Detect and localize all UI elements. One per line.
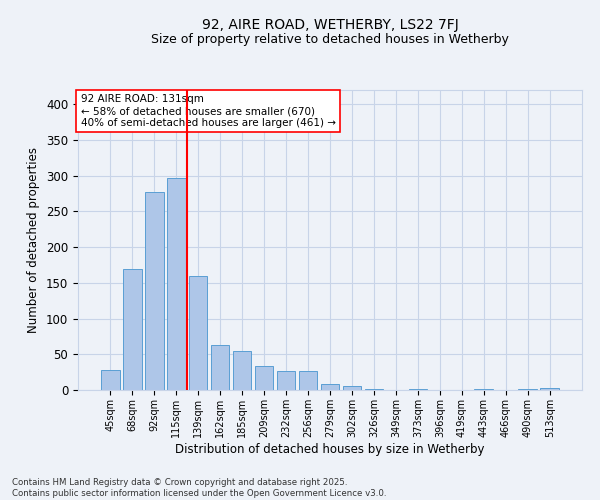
Y-axis label: Number of detached properties: Number of detached properties xyxy=(28,147,40,333)
Bar xyxy=(320,384,340,390)
Text: Contains HM Land Registry data © Crown copyright and database right 2025.
Contai: Contains HM Land Registry data © Crown c… xyxy=(12,478,386,498)
Bar xyxy=(343,386,361,390)
Bar xyxy=(123,268,142,390)
Bar xyxy=(475,388,493,390)
Bar xyxy=(233,352,251,390)
Bar xyxy=(365,388,383,390)
Bar xyxy=(211,345,229,390)
Text: 92 AIRE ROAD: 131sqm
← 58% of detached houses are smaller (670)
40% of semi-deta: 92 AIRE ROAD: 131sqm ← 58% of detached h… xyxy=(80,94,335,128)
Bar xyxy=(541,388,559,390)
Bar xyxy=(145,192,164,390)
X-axis label: Distribution of detached houses by size in Wetherby: Distribution of detached houses by size … xyxy=(175,442,485,456)
Bar xyxy=(255,366,274,390)
Text: Size of property relative to detached houses in Wetherby: Size of property relative to detached ho… xyxy=(151,32,509,46)
Bar xyxy=(299,372,317,390)
Bar xyxy=(101,370,119,390)
Text: 92, AIRE ROAD, WETHERBY, LS22 7FJ: 92, AIRE ROAD, WETHERBY, LS22 7FJ xyxy=(202,18,458,32)
Bar xyxy=(189,276,208,390)
Bar xyxy=(277,370,295,390)
Bar xyxy=(167,178,185,390)
